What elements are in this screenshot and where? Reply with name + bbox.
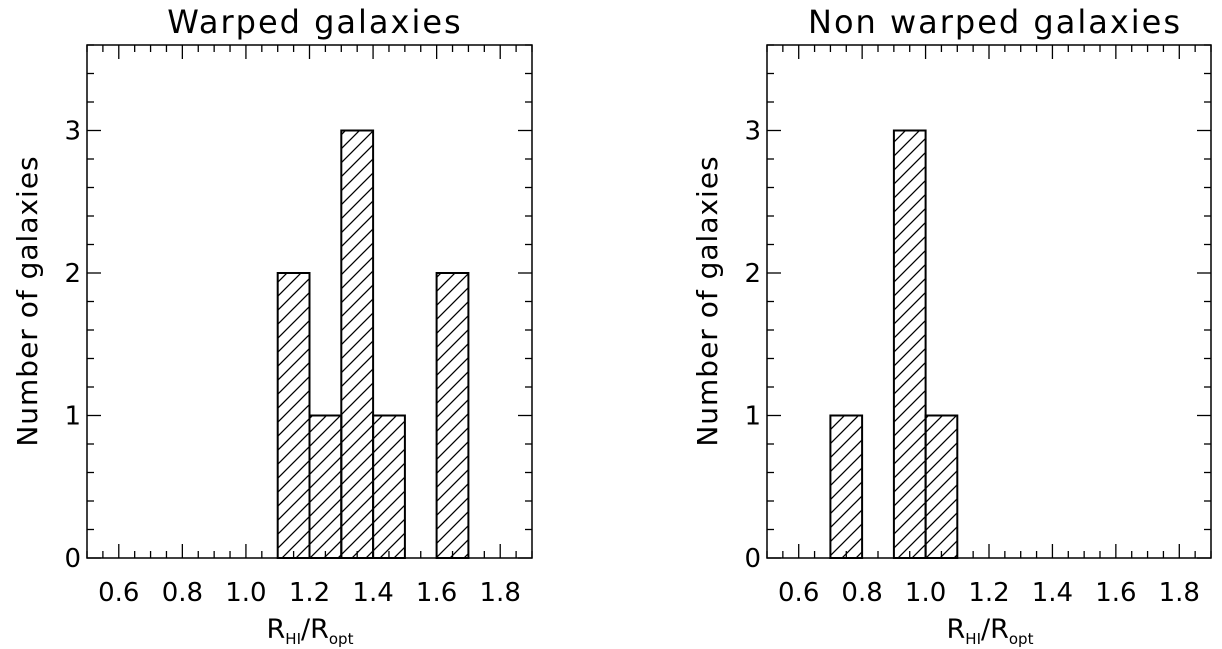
x-label-r1: R	[267, 614, 286, 645]
histogram-bars	[276, 129, 470, 559]
x-tick-label: 1.8	[480, 578, 521, 608]
x-tick-labels: 0.6 0.8 1.0 1.2 1.4 1.6 1.8	[778, 578, 1200, 608]
panel-non-warped-galaxies: Non warped galaxies 0.6 0.8 1.0 1.2 1.4 1.6 1.…	[691, 3, 1212, 648]
x-tick-label: 1.4	[1032, 578, 1073, 608]
x-label-sub1: HI	[285, 630, 301, 648]
axis-ticks	[86, 44, 533, 559]
x-label-sep: /	[301, 614, 311, 645]
panel-warped-galaxies: Warped galaxies 0.6 0.8 1.0 1.2 1.4 1.6 1.8 0 1…	[11, 3, 533, 648]
x-label-r2: R	[990, 614, 1009, 645]
histogram-bar	[308, 414, 343, 559]
histogram-bar	[276, 272, 311, 559]
y-tick-labels: 0 1 2 3	[744, 117, 761, 575]
x-tick-label: 0.6	[778, 578, 819, 608]
x-label-r1: R	[947, 614, 966, 645]
x-label-sub2: opt	[329, 630, 354, 648]
x-axis-label: RHI/Ropt	[947, 614, 1034, 648]
x-tick-labels: 0.6 0.8 1.0 1.2 1.4 1.6 1.8	[98, 578, 521, 608]
x-tick-label: 0.8	[162, 578, 203, 608]
y-tick-label: 0	[64, 544, 81, 574]
x-tick-label: 1.4	[352, 578, 393, 608]
y-axis-label: Number of galaxies	[691, 155, 724, 446]
x-label-sub1: HI	[965, 630, 981, 648]
chart-title: Non warped galaxies	[808, 3, 1182, 41]
x-tick-label: 1.0	[225, 578, 266, 608]
y-tick-labels: 0 1 2 3	[64, 117, 81, 575]
histogram-bar	[829, 414, 864, 559]
x-tick-label: 0.8	[841, 578, 882, 608]
histogram-bars	[829, 129, 959, 559]
y-tick-label: 0	[744, 544, 761, 574]
x-label-sep: /	[981, 614, 991, 645]
y-axis-label: Number of galaxies	[11, 155, 44, 446]
x-axis-label: RHI/Ropt	[267, 614, 354, 648]
axis-ticks	[766, 44, 1212, 559]
y-tick-label: 2	[64, 259, 81, 289]
y-tick-label: 3	[744, 117, 761, 147]
x-tick-label: 0.6	[98, 578, 139, 608]
chart-title: Warped galaxies	[167, 3, 462, 41]
y-tick-label: 1	[744, 402, 761, 432]
histogram-bar	[340, 129, 375, 559]
histogram-bar	[924, 414, 959, 559]
x-tick-label: 1.2	[968, 578, 1009, 608]
y-tick-label: 2	[744, 259, 761, 289]
histogram-bar	[435, 272, 470, 559]
x-tick-label: 1.8	[1159, 578, 1200, 608]
x-tick-label: 1.0	[905, 578, 946, 608]
x-tick-label: 1.6	[416, 578, 457, 608]
histogram-bar	[892, 129, 927, 559]
x-label-sub2: opt	[1009, 630, 1034, 648]
y-tick-label: 3	[64, 117, 81, 147]
x-label-r2: R	[310, 614, 329, 645]
x-tick-label: 1.2	[289, 578, 330, 608]
histogram-bar	[372, 414, 406, 559]
x-tick-label: 1.6	[1095, 578, 1136, 608]
y-tick-label: 1	[64, 402, 81, 432]
